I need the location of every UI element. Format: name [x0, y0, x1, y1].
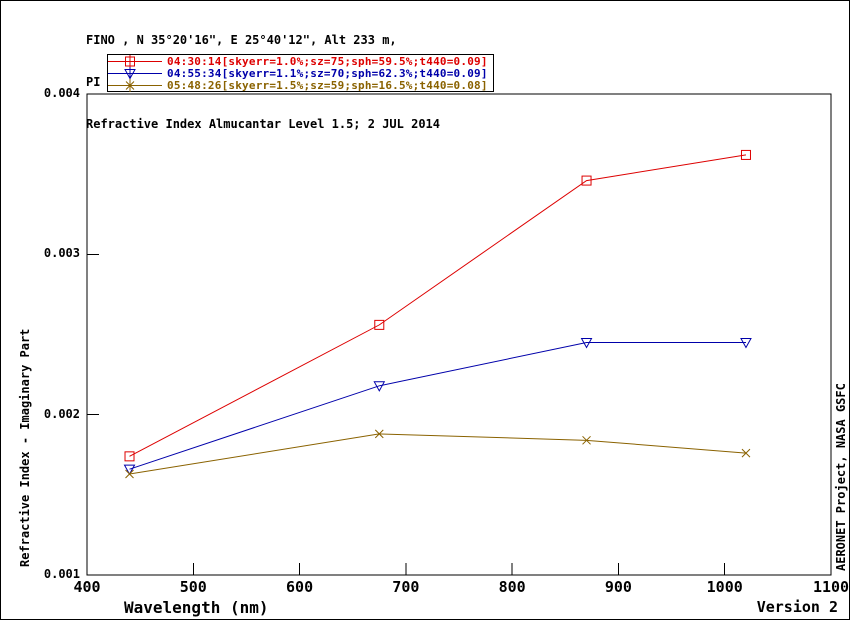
- data-point-marker: [124, 451, 135, 462]
- data-point-marker: [125, 469, 134, 479]
- series-line-05:48:26: [129, 433, 747, 475]
- x-tick-label: 900: [604, 578, 632, 596]
- legend-marker-glyph: [125, 56, 135, 66]
- legend-marker-square-icon: [108, 54, 162, 68]
- y-tick-label: 0.001: [43, 567, 80, 581]
- plot-frame: [86, 93, 832, 576]
- data-point-marker: [123, 464, 136, 476]
- data-point-marker: [374, 319, 385, 330]
- y-tick-label: 0.004: [43, 86, 80, 100]
- legend-entry: 05:48:26[skyerr=1.5%;sz=59;sph=16.5%;t44…: [108, 78, 493, 92]
- x-tick-label: 800: [498, 578, 526, 596]
- series-line-04:55:34: [129, 342, 746, 470]
- x-tick-label: 1000: [706, 578, 743, 596]
- data-point-marker: [581, 175, 592, 186]
- data-point-marker: [582, 435, 591, 445]
- aeronet-watermark: AERONET Project, NASA GSFC: [834, 383, 848, 571]
- legend-entry-label: 05:48:26[skyerr=1.5%;sz=59;sph=16.5%;t44…: [167, 78, 488, 92]
- legend-entry: 04:30:14[skyerr=1.0%;sz=75;sph=59.5%;t44…: [108, 54, 493, 68]
- x-tick-label: 400: [73, 578, 101, 596]
- data-point-marker: [373, 381, 386, 392]
- data-point-marker: [374, 429, 384, 439]
- data-point-marker: [740, 338, 752, 349]
- y-axis-title: Refractive Index - Imaginary Part: [18, 328, 32, 567]
- legend-entry-label: 04:55:34[skyerr=1.1%;sz=70;sph=62.3%;t44…: [167, 66, 488, 80]
- x-tick-label: 500: [179, 578, 207, 596]
- station-title: FINO , N 35°20'16", E 25°40'12", Alt 233…: [86, 33, 397, 47]
- data-point-marker: [580, 338, 593, 349]
- x-tick-label: 1100: [812, 578, 850, 596]
- legend-entry-label: 04:30:14[skyerr=1.0%;sz=75;sph=59.5%;t44…: [167, 54, 488, 68]
- x-axis-title: Wavelength (nm): [124, 598, 269, 617]
- legend-box: 04:30:14[skyerr=1.0%;sz=75;sph=59.5%;t44…: [107, 54, 494, 92]
- legend-entry: 04:55:34[skyerr=1.1%;sz=70;sph=62.3%;t44…: [108, 66, 493, 80]
- y-tick-label: 0.002: [43, 406, 80, 421]
- plot-title: Refractive Index Almucantar Level 1.5; 2…: [86, 117, 441, 131]
- legend-marker-glyph: [125, 80, 135, 90]
- x-tick-label: 600: [286, 578, 314, 596]
- version-label: Version 2: [756, 598, 838, 616]
- data-point-marker: [740, 149, 751, 160]
- legend-marker-x-icon: [108, 78, 162, 92]
- legend-marker-triangle-down-icon: [108, 66, 162, 80]
- data-point-marker: [741, 448, 751, 458]
- y-tick-label: 0.003: [43, 246, 80, 261]
- legend-marker-glyph: [124, 68, 136, 80]
- series-line-04:30:14: [129, 154, 747, 457]
- x-tick-label: 700: [392, 578, 420, 596]
